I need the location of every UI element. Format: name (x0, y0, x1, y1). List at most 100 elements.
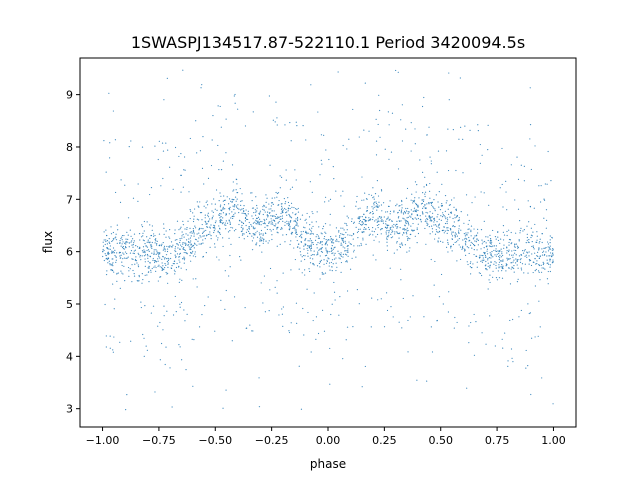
data-point (228, 213, 230, 215)
data-point (493, 245, 496, 247)
data-point (511, 266, 513, 268)
data-point (372, 216, 374, 218)
data-point (340, 227, 342, 229)
data-point (308, 268, 310, 270)
data-point (202, 255, 205, 258)
data-point (121, 264, 123, 267)
data-point (499, 254, 501, 257)
data-point (241, 200, 243, 202)
data-point (121, 246, 124, 249)
data-point (145, 245, 147, 247)
data-point (358, 222, 360, 224)
data-point (229, 254, 231, 257)
data-point (209, 233, 211, 235)
data-point (392, 226, 394, 228)
data-point (217, 105, 219, 107)
data-point (167, 263, 169, 265)
data-point (194, 225, 196, 227)
data-point (511, 242, 513, 244)
data-point (299, 234, 302, 236)
data-point (372, 212, 375, 214)
data-point (352, 238, 354, 240)
data-point (307, 232, 309, 234)
data-point (245, 218, 248, 220)
data-point (229, 209, 231, 211)
data-point (404, 219, 406, 221)
data-point (300, 241, 302, 243)
data-point (225, 389, 227, 391)
data-point (238, 223, 240, 226)
data-point (197, 205, 199, 207)
data-point (265, 201, 267, 203)
data-point (407, 216, 409, 218)
data-point (501, 338, 503, 340)
data-point (456, 260, 458, 262)
data-point (193, 231, 195, 233)
data-point (421, 211, 424, 213)
data-point (264, 211, 266, 213)
data-point (179, 248, 181, 250)
data-point (552, 261, 554, 263)
data-point (356, 195, 358, 198)
data-point (231, 164, 234, 166)
data-point (166, 245, 168, 248)
data-point (244, 213, 246, 215)
data-point (434, 210, 436, 212)
data-point (448, 99, 450, 101)
data-point (275, 213, 277, 216)
data-point (547, 262, 549, 264)
data-point (163, 305, 165, 307)
data-point (132, 258, 134, 261)
data-point (358, 217, 360, 220)
data-point (446, 220, 448, 223)
data-point (115, 261, 117, 263)
data-point (295, 218, 297, 220)
data-point (407, 229, 409, 232)
data-point (474, 240, 476, 242)
data-point (499, 260, 502, 262)
data-point (296, 208, 298, 211)
data-point (494, 236, 497, 238)
data-point (471, 247, 473, 249)
data-point (159, 266, 161, 268)
data-point (506, 252, 508, 254)
data-point (395, 69, 397, 72)
data-point (539, 326, 541, 328)
data-point (159, 359, 161, 361)
data-point (481, 274, 483, 277)
data-point (332, 165, 334, 168)
data-point (141, 255, 143, 257)
data-point (543, 247, 545, 250)
data-point (297, 218, 299, 220)
data-point (181, 359, 183, 361)
data-point (127, 217, 130, 219)
data-point (255, 196, 257, 198)
data-point (328, 251, 330, 253)
data-point (269, 228, 271, 231)
data-point (476, 238, 478, 240)
data-point (513, 267, 515, 270)
data-point (306, 247, 308, 250)
data-point (365, 210, 368, 212)
data-point (170, 267, 172, 269)
data-point (496, 253, 498, 255)
data-point (153, 261, 156, 264)
data-point (335, 240, 337, 242)
data-point (519, 232, 521, 234)
data-point (424, 204, 426, 206)
data-point (244, 220, 247, 222)
data-point (256, 223, 258, 225)
data-point (281, 212, 283, 214)
data-point (380, 217, 382, 219)
data-point (192, 278, 194, 280)
data-point (422, 207, 424, 209)
data-point (495, 238, 497, 240)
data-point (414, 128, 416, 130)
data-point (153, 251, 155, 253)
data-point (290, 140, 292, 142)
data-point (251, 207, 254, 209)
data-point (346, 260, 348, 262)
data-point (289, 188, 292, 190)
data-point (205, 207, 207, 209)
data-point (372, 208, 374, 210)
